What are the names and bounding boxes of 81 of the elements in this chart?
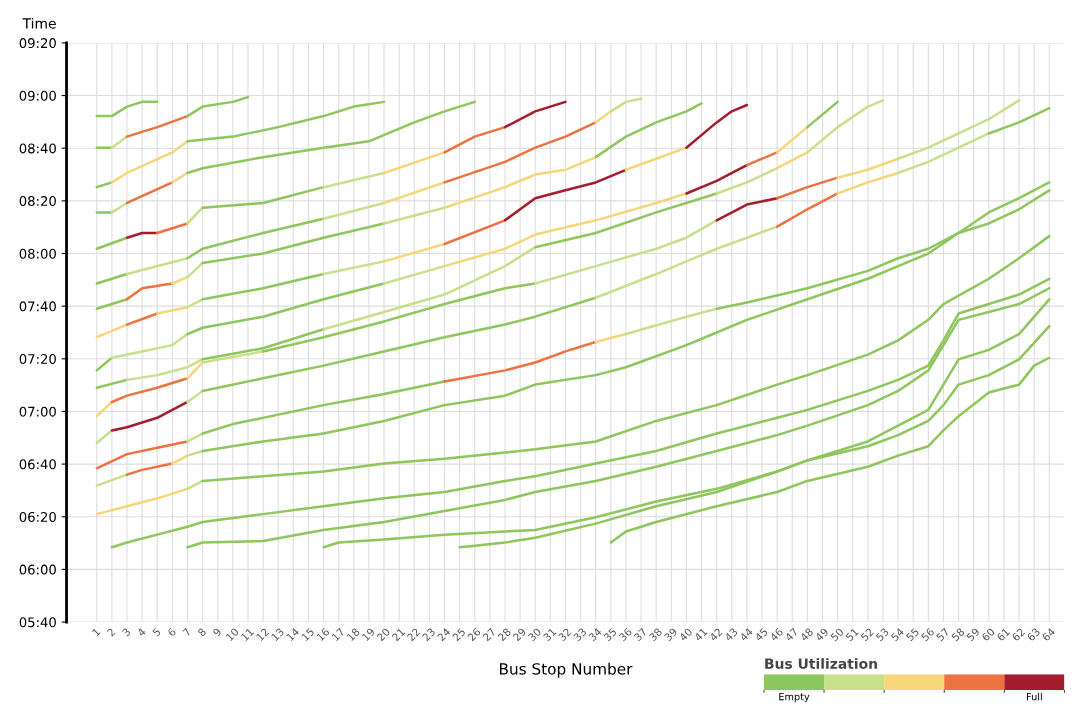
x-tick-label: 32	[557, 627, 572, 642]
x-tick-label: 57	[936, 627, 950, 642]
x-tick-label: 52	[860, 627, 874, 642]
y-tick-label: 08:20	[19, 196, 56, 207]
color-bar-label: Empty	[779, 693, 810, 703]
x-tick-label: 35	[603, 627, 618, 642]
y-tick-label: 07:00	[19, 406, 56, 417]
x-tick-label: 47	[784, 627, 799, 642]
x-tick-label: 19	[361, 627, 376, 642]
x-tick-label: 49	[814, 627, 829, 642]
x-tick-label: 36	[618, 627, 633, 642]
x-tick-label: 37	[633, 627, 648, 642]
x-tick-label: 51	[845, 627, 859, 642]
x-tick-label: 63	[1026, 627, 1041, 642]
x-tick-label: 59	[966, 627, 980, 642]
x-tick-label: 56	[920, 627, 935, 642]
y-tick-label: 09:00	[19, 90, 56, 101]
x-tick-label: 15	[301, 627, 315, 642]
x-tick-label: 42	[708, 627, 723, 642]
x-tick-label: 30	[527, 627, 542, 642]
x-tick-label: 33	[573, 627, 587, 642]
x-tick-label: 2	[106, 627, 116, 637]
x-tick-label: 43	[724, 627, 739, 642]
x-tick-label: 12	[255, 627, 270, 642]
x-tick-label: 50	[830, 627, 844, 642]
color-bar-label: Full	[1027, 692, 1042, 701]
x-tick-label: 62	[1011, 627, 1026, 642]
y-tick-label: 07:20	[19, 354, 56, 365]
x-tick-label: 11	[240, 627, 254, 642]
x-tick-label: 53	[875, 627, 890, 642]
x-tick-label: 21	[391, 627, 406, 642]
x-tick-label: 24	[436, 627, 451, 642]
x-tick-label: 27	[482, 627, 496, 642]
x-tick-label: 20	[376, 627, 391, 642]
x-tick-label: 34	[588, 627, 603, 642]
x-tick-label: 39	[663, 627, 678, 642]
x-tick-label: 41	[693, 627, 708, 642]
x-tick-label: 60	[981, 627, 996, 642]
x-tick-label: 3	[121, 627, 131, 637]
x-tick-label: 26	[467, 627, 482, 642]
x-tick-label: 40	[678, 627, 693, 642]
x-tick-label: 1	[91, 627, 101, 637]
x-tick-label: 28	[497, 627, 512, 642]
x-tick-label: 31	[542, 627, 557, 642]
x-tick-label: 4	[136, 627, 147, 637]
y-tick-label: 08:40	[19, 143, 56, 154]
y-tick-label: 06:00	[19, 564, 56, 575]
x-tick-label: 55	[905, 627, 920, 642]
x-tick-label: 13	[270, 627, 285, 642]
x-tick-label: 10	[225, 627, 240, 642]
x-tick-label: 14	[286, 627, 300, 642]
x-tick-label: 25	[452, 627, 466, 642]
x-tick-label: 6	[167, 627, 177, 637]
color-bar-title: Bus Utilization	[765, 658, 877, 669]
x-tick-label: 22	[406, 627, 421, 642]
x-tick-label: 17	[331, 627, 345, 642]
x-tick-label: 38	[648, 627, 663, 642]
x-tick-label: 45	[754, 627, 769, 642]
x-tick-label: 29	[512, 627, 527, 642]
x-tick-label: 58	[951, 627, 965, 642]
y-tick-label: 05:40	[19, 617, 56, 628]
y-tick-label: 08:00	[19, 248, 56, 259]
x-tick-label: 8	[197, 627, 207, 637]
y-tick-label: 06:40	[19, 459, 56, 470]
x-tick-label: 48	[799, 627, 814, 642]
x-tick-label: 16	[316, 627, 330, 642]
x-tick-label: 64	[1041, 627, 1056, 642]
x-tick-label: 23	[421, 627, 436, 642]
x-tick-label: 61	[996, 627, 1011, 642]
x-tick-label: 46	[769, 627, 784, 642]
x-tick-label: 54	[890, 627, 905, 642]
y-tick-label: 07:40	[19, 301, 56, 312]
x-tick-label: 7	[182, 627, 192, 637]
y-tick-label: 09:20	[19, 38, 56, 49]
x-tick-label: 9	[212, 627, 222, 637]
y-tick-label: 06:20	[19, 511, 56, 522]
y-axis-title: Time	[22, 17, 56, 29]
x-tick-label: 5	[152, 627, 162, 637]
x-tick-label: 18	[346, 627, 361, 642]
x-axis-title: Bus Stop Number	[500, 662, 633, 678]
x-tick-label: 44	[739, 627, 754, 642]
